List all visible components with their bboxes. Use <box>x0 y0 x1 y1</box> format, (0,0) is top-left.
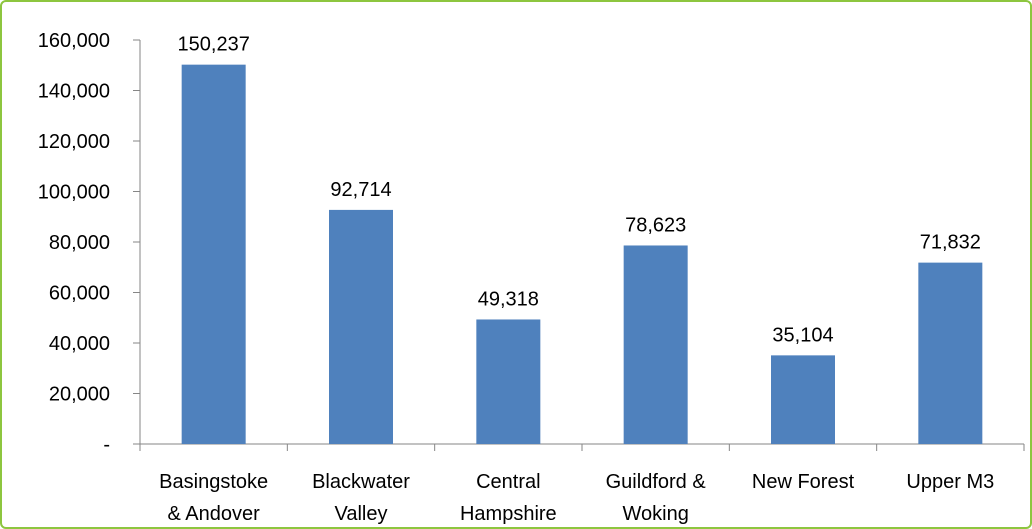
bar <box>623 245 688 444</box>
bar <box>181 64 246 444</box>
category-labels: Basingstoke & Andover Blackwater Valley Cent… <box>159 471 994 525</box>
category-label: Guildford & <box>606 471 707 493</box>
data-label: 71,832 <box>920 232 981 254</box>
y-tick-label: 100,000 <box>38 182 110 204</box>
data-label: 92,714 <box>330 179 391 201</box>
y-tick-label: 140,000 <box>38 81 110 103</box>
category-label: Blackwater <box>312 471 410 493</box>
data-label: 150,237 <box>178 34 250 56</box>
y-tick-label: 120,000 <box>38 131 110 153</box>
bar <box>918 262 983 444</box>
category-label: Basingstoke <box>159 471 268 493</box>
y-tick-label: 60,000 <box>49 283 110 305</box>
category-label: New Forest <box>752 471 855 493</box>
bar <box>476 319 541 444</box>
data-label: 78,623 <box>625 214 686 236</box>
bar <box>771 355 835 444</box>
y-tick-label: 160,000 <box>38 30 110 52</box>
bar <box>329 209 393 444</box>
bars <box>181 64 983 444</box>
y-axis: - 20,000 40,000 60,000 80,000 100,000 120,000 1… <box>38 30 141 456</box>
category-label: Central <box>476 471 540 493</box>
category-label: & Andover <box>168 503 261 525</box>
data-labels: 150,237 92,714 49,318 78,623 35,104 71,832 <box>178 34 981 347</box>
y-tick-label: 40,000 <box>49 333 110 355</box>
y-tick-label: - <box>103 434 110 456</box>
category-label: Valley <box>335 503 388 525</box>
category-label: Upper M3 <box>906 471 994 493</box>
data-label: 49,318 <box>478 288 539 310</box>
category-label: Hampshire <box>460 503 557 525</box>
y-tick-label: 20,000 <box>49 384 110 406</box>
y-tick-label: 80,000 <box>49 232 110 254</box>
category-label: Woking <box>623 503 689 525</box>
data-label: 35,104 <box>772 324 833 346</box>
x-axis <box>139 443 1025 451</box>
